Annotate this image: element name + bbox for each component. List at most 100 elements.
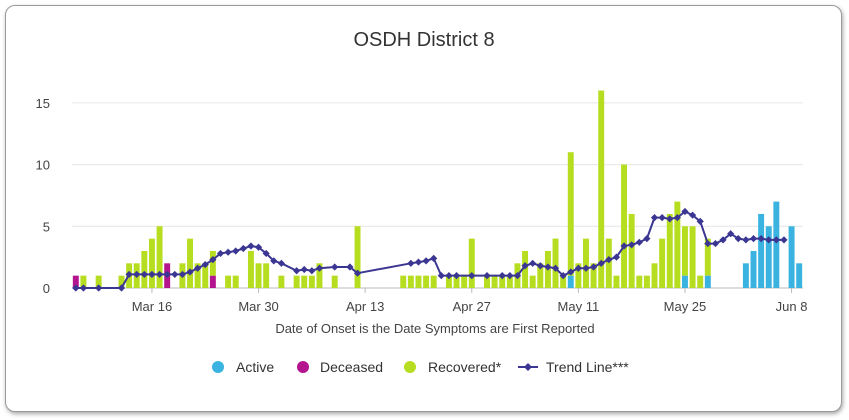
- trend-point: [72, 284, 80, 292]
- bar-recovered: [552, 238, 559, 288]
- bar-active: [742, 263, 749, 288]
- bar-recovered: [636, 275, 643, 288]
- trend-point: [239, 244, 247, 253]
- bar-active: [758, 213, 765, 288]
- bar-recovered: [415, 275, 422, 288]
- trend-point: [468, 272, 476, 280]
- trend-point: [346, 263, 354, 271]
- bar-active: [682, 275, 688, 288]
- trend-point: [673, 214, 681, 222]
- trend-point: [765, 236, 773, 244]
- trend-point: [148, 270, 156, 279]
- chart-title: OSDH District 8: [353, 29, 494, 51]
- trend-point: [727, 230, 735, 238]
- trend-point: [293, 267, 301, 275]
- bar-recovered: [148, 238, 155, 288]
- bar-active: [788, 226, 795, 288]
- y-tick-label: 10: [36, 158, 50, 173]
- bar-recovered: [491, 275, 498, 288]
- bar-active: [750, 250, 757, 288]
- trend-point: [163, 270, 171, 279]
- bar-recovered: [255, 263, 262, 288]
- trend-point: [704, 239, 712, 248]
- legend: Active Deceased Recovered* Trend Line***: [212, 359, 629, 375]
- trend-point: [605, 256, 613, 264]
- legend-item-recovered[interactable]: Recovered*: [404, 359, 502, 375]
- bar-active: [567, 275, 574, 288]
- bar-recovered: [278, 275, 285, 288]
- trend-point: [688, 211, 697, 219]
- trend-point: [247, 242, 255, 250]
- trend-point: [300, 265, 308, 274]
- trend-point: [666, 215, 674, 223]
- bar-recovered: [308, 275, 315, 288]
- bar-recovered: [560, 275, 567, 288]
- trend-point: [224, 248, 232, 256]
- trend-point: [445, 272, 453, 280]
- trend-point: [749, 235, 758, 243]
- trend-point: [262, 249, 270, 258]
- x-axis-ticks: Mar 16 Mar 30 Apr 13 Apr 27 May 11 May 25 Jun …: [132, 288, 807, 314]
- bar-recovered: [400, 275, 407, 288]
- y-tick-label: 5: [43, 219, 50, 234]
- x-tick-label: May 25: [664, 299, 707, 314]
- bar-recovered: [232, 275, 239, 288]
- bar-recovered: [461, 275, 468, 288]
- legend-item-trendline[interactable]: Trend Line***: [518, 359, 629, 375]
- trend-point: [650, 214, 659, 222]
- trend-point: [483, 272, 491, 280]
- bar-recovered: [247, 250, 254, 288]
- trend-point: [437, 272, 445, 280]
- trend-point: [95, 284, 103, 292]
- trend-point: [140, 270, 148, 279]
- bar-active: [765, 226, 772, 288]
- legend-item-deceased[interactable]: Deceased: [297, 359, 383, 375]
- trend-point: [529, 259, 537, 267]
- trend-line: [72, 207, 788, 292]
- bar-recovered: [575, 263, 582, 288]
- bar-recovered: [590, 263, 597, 288]
- legend-label: Deceased: [320, 359, 383, 375]
- bar-recovered: [331, 275, 338, 288]
- trend-point: [757, 235, 765, 243]
- bar-recovered: [293, 275, 300, 288]
- bar-recovered: [202, 263, 209, 288]
- bar-recovered: [659, 238, 666, 288]
- bar-recovered: [605, 238, 612, 288]
- bar-recovered: [301, 275, 308, 288]
- trend-point: [216, 249, 225, 258]
- trend-point: [513, 272, 522, 280]
- bar-recovered: [209, 250, 216, 276]
- bar-recovered: [598, 90, 605, 288]
- bar-recovered: [95, 275, 102, 288]
- trend-point: [133, 270, 141, 279]
- trend-point: [117, 284, 126, 292]
- trend-point: [536, 262, 544, 270]
- bar-deceased: [72, 275, 79, 288]
- trend-point: [194, 264, 202, 272]
- bar-recovered: [651, 263, 658, 288]
- x-tick-label: May 11: [558, 299, 600, 314]
- trend-point: [155, 270, 164, 279]
- trend-point: [277, 259, 286, 267]
- trend-point: [521, 262, 529, 270]
- trend-point: [681, 207, 689, 216]
- trend-point: [353, 269, 362, 277]
- bar-recovered: [628, 213, 635, 288]
- bar-recovered: [537, 263, 544, 288]
- x-tick-label: Apr 27: [453, 299, 491, 314]
- bar-recovered: [499, 275, 506, 288]
- bar-recovered: [468, 238, 475, 288]
- legend-diamond-symbol: [524, 363, 532, 371]
- trend-point: [574, 264, 582, 272]
- trend-point: [506, 272, 514, 280]
- trend-point: [780, 236, 788, 244]
- trend-point: [643, 235, 651, 243]
- bar-recovered: [613, 275, 620, 288]
- trend-point: [772, 236, 780, 244]
- legend-item-active[interactable]: Active: [212, 359, 274, 375]
- bar-recovered: [156, 226, 163, 288]
- bar-active: [796, 263, 803, 288]
- trend-point: [178, 270, 187, 279]
